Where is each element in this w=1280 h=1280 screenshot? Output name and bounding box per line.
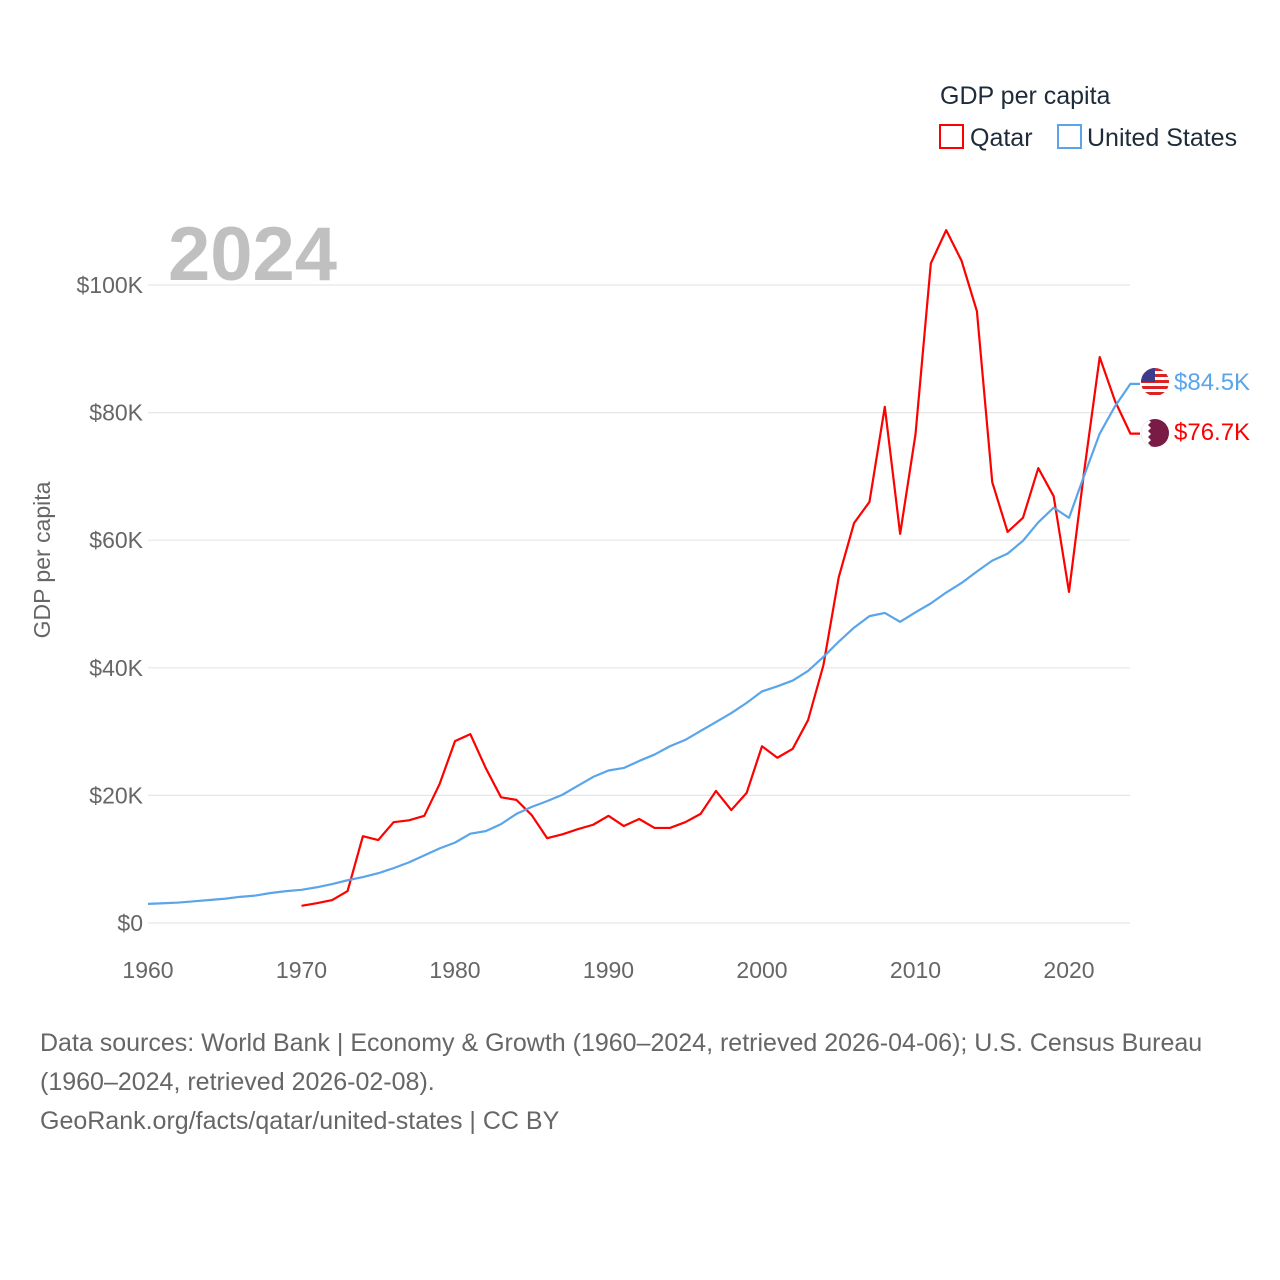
legend-swatch-us[interactable]: [1057, 124, 1082, 149]
x-tick-label: 2010: [890, 957, 941, 983]
y-tick-label: $20K: [89, 782, 143, 808]
x-tick-label: 1960: [122, 957, 173, 983]
y-tick-label: $60K: [89, 527, 143, 553]
y-tick-label: $80K: [89, 400, 143, 426]
y-axis-label: GDP per capita: [29, 481, 55, 638]
source-note: Data sources: World Bank | Economy & Gro…: [40, 1024, 1240, 1141]
end-label-qatar: $76.7K: [1174, 419, 1250, 446]
series-line-qatar[interactable]: [301, 229, 1141, 907]
legend-title: GDP per capita: [940, 82, 1111, 110]
x-tick-label: 1990: [583, 957, 634, 983]
x-tick-label: 1980: [429, 957, 480, 983]
legend-item-qatar[interactable]: Qatar: [970, 124, 1033, 152]
us-flag-icon: [1141, 368, 1169, 396]
legend-item-us[interactable]: United States: [1087, 124, 1237, 152]
x-tick-label: 2020: [1043, 957, 1094, 983]
y-tick-label: $0: [117, 910, 143, 936]
y-tick-label: $100K: [76, 272, 143, 298]
year-label: 2024: [168, 212, 337, 297]
legend-swatch-qatar[interactable]: [939, 124, 964, 149]
x-tick-label: 1970: [276, 957, 327, 983]
series-line-united-states[interactable]: [147, 382, 1140, 905]
x-tick-label: 2000: [736, 957, 787, 983]
data-sources-text: Data sources: World Bank | Economy & Gro…: [40, 1029, 1203, 1096]
y-tick-label: $40K: [89, 655, 143, 681]
qatar-flag-icon: [1141, 419, 1169, 447]
attribution-link[interactable]: GeoRank.org/facts/qatar/united-states | …: [40, 1107, 560, 1135]
end-label-us: $84.5K: [1174, 369, 1250, 396]
